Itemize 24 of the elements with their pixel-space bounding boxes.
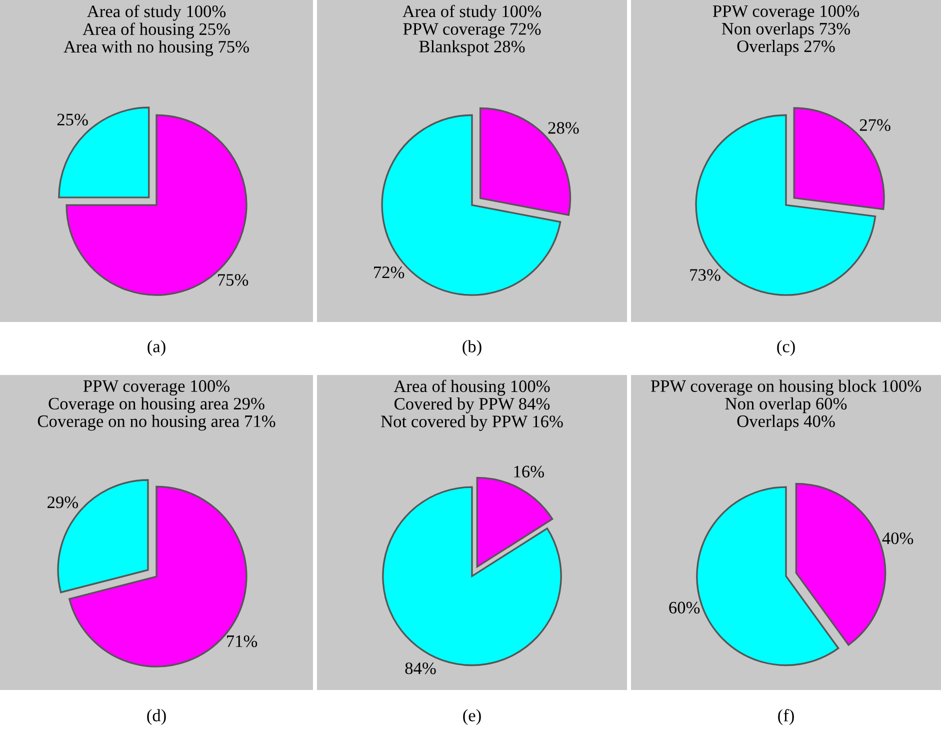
chart-title: Area of study 100% Area of housing 25% Area with no housing 75% — [64, 4, 249, 56]
chart-title: Area of study 100% PPW coverage 72% Blankspot 28% — [402, 4, 542, 56]
data-label: 72% — [374, 266, 404, 278]
chart-title: PPW coverage on housing block 100% Non overlap 60% Overlaps 40% — [650, 380, 921, 431]
data-label: 28% — [548, 122, 579, 134]
data-label: 16% — [514, 466, 544, 478]
data-label: 73% — [690, 269, 720, 281]
data-label: 71% — [227, 635, 258, 648]
data-label: 75% — [218, 274, 248, 286]
data-label: 60% — [669, 602, 700, 614]
text: (e) — [463, 709, 481, 725]
chart-title: Area of housing 100% Covered by PPW 84% Not covered by PPW 16% — [381, 380, 563, 431]
text: (f) — [778, 709, 794, 725]
data-label: 29% — [48, 496, 78, 508]
chart-title: PPW coverage 100% Non overlaps 73% Overlaps 27% — [712, 5, 860, 56]
text: (c) — [777, 340, 795, 356]
data-label: 84% — [405, 662, 436, 674]
chart-title: PPW coverage 100% Coverage on housing area 29% Coverage on no housing area 71% — [38, 380, 276, 431]
data-label: 25% — [57, 114, 88, 126]
data-label: 27% — [860, 119, 890, 131]
data-label: 40% — [882, 532, 914, 544]
text: (b) — [462, 340, 482, 356]
text: (d) — [147, 709, 166, 725]
text: (a) — [148, 340, 166, 356]
